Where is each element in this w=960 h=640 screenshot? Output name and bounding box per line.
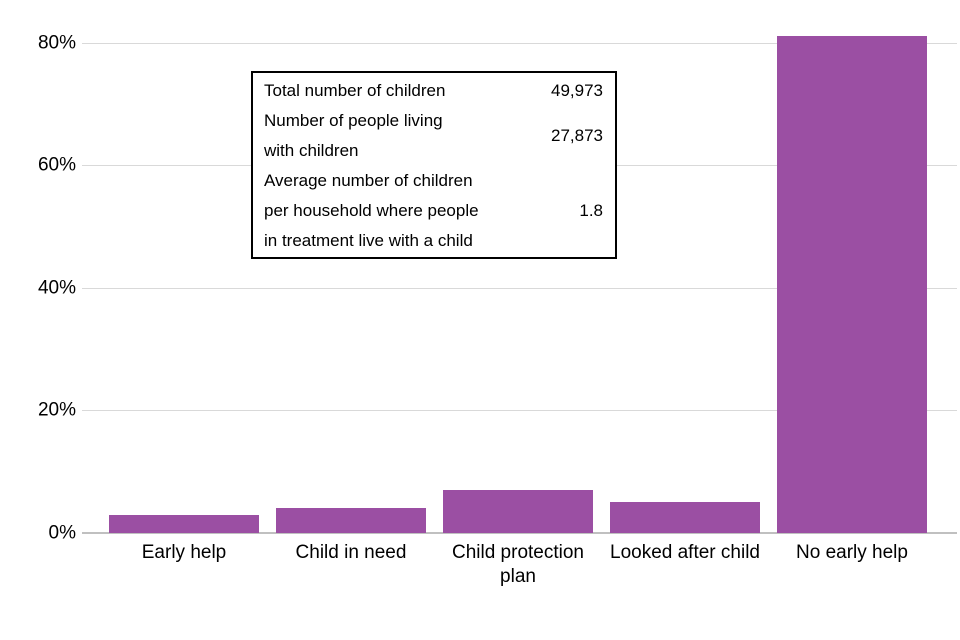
statistics-info-box: Total number of children 49,973 Number of … — [251, 71, 617, 259]
info-row: Average number of children per household… — [264, 166, 603, 256]
x-label-early-help: Early help — [141, 542, 227, 563]
x-label-no-early-help: No early help — [796, 542, 908, 563]
bar-early-help — [109, 515, 259, 533]
y-tick-label-40%: 40% — [37, 277, 76, 299]
gridline-40% — [82, 287, 957, 289]
info-row-label: Average number of children per household… — [264, 171, 479, 250]
info-row: Number of people living with children 27,… — [264, 106, 603, 166]
gridline-0% — [82, 532, 957, 534]
bar-child-in-need — [276, 508, 426, 533]
bar-no-early-help — [777, 36, 927, 533]
gridline-20% — [82, 410, 957, 412]
info-row-label: Number of people living with children — [264, 111, 443, 160]
x-label-child-in-need: Child in need — [295, 542, 407, 563]
bar-child-protection-plan — [443, 490, 593, 533]
y-tick-label-80%: 80% — [37, 32, 76, 54]
x-label-child-protection-plan: Child protection plan — [451, 542, 585, 587]
bar-looked-after-child — [610, 502, 760, 533]
info-row-value: 27,873 — [551, 126, 603, 145]
info-row: Total number of children 49,973 — [264, 76, 603, 106]
y-tick-label-20%: 20% — [37, 399, 76, 421]
y-tick-label-0%: 0% — [48, 522, 76, 544]
info-row-value: 49,973 — [551, 81, 603, 100]
x-label-looked-after-child: Looked after child — [610, 542, 760, 563]
gridline-80% — [82, 42, 957, 44]
info-row-value: 1.8 — [579, 201, 603, 220]
y-tick-label-60%: 60% — [37, 154, 76, 176]
info-row-label: Total number of children — [264, 81, 446, 100]
